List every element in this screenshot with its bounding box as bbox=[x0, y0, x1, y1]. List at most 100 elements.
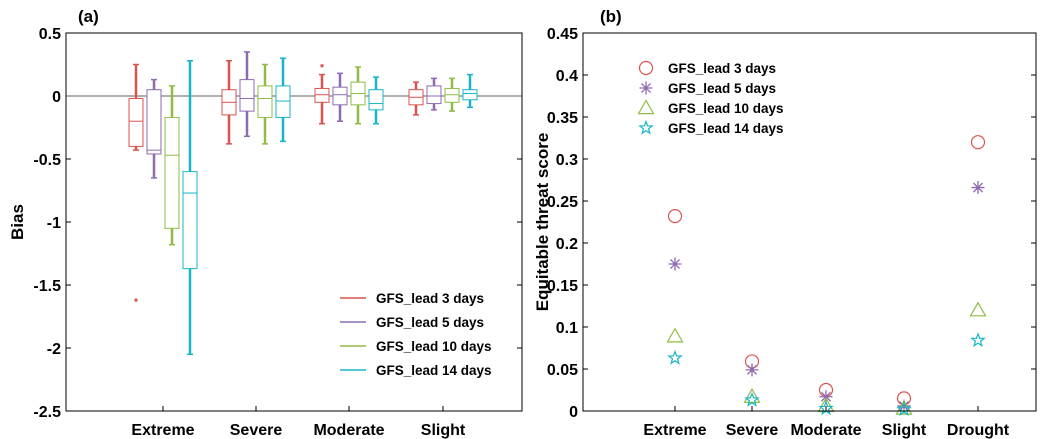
legend-marker bbox=[638, 119, 654, 135]
y-tick-label: 0.35 bbox=[547, 110, 578, 127]
y-tick-label: -1 bbox=[47, 215, 61, 232]
star-shape bbox=[744, 391, 760, 407]
data-point bbox=[668, 257, 682, 271]
data-point bbox=[667, 349, 683, 365]
box bbox=[128, 98, 144, 147]
asterisk-shape bbox=[639, 81, 653, 95]
box bbox=[239, 79, 255, 112]
y-tick-label: 0.4 bbox=[556, 68, 578, 85]
asterisk-shape bbox=[819, 390, 833, 404]
y-tick-label: 0.3 bbox=[556, 152, 578, 169]
x-tick-label: Slight bbox=[882, 422, 927, 439]
asterisk-shape bbox=[668, 257, 682, 271]
y-tick-label: -2.5 bbox=[33, 404, 61, 421]
legend-label: GFS_lead 10 days bbox=[668, 101, 784, 116]
asterisk-shape bbox=[745, 363, 759, 377]
data-point bbox=[969, 301, 987, 317]
y-tick-label: 0.45 bbox=[547, 26, 578, 43]
panel-a-frame bbox=[65, 32, 523, 412]
box bbox=[314, 87, 330, 103]
circle-shape bbox=[970, 135, 986, 150]
data-point bbox=[896, 401, 912, 416]
y-tick-label: 0.25 bbox=[547, 194, 578, 211]
circle-shape bbox=[638, 60, 654, 76]
box bbox=[164, 116, 180, 229]
x-tick-label: Severe bbox=[726, 422, 779, 439]
x-tick-label: Moderate bbox=[313, 422, 384, 439]
data-point bbox=[970, 135, 986, 150]
data-point bbox=[744, 391, 760, 407]
outlier-point bbox=[320, 64, 324, 68]
y-tick-label: 0.05 bbox=[547, 362, 578, 379]
y-tick-label: 0.15 bbox=[547, 278, 578, 295]
panel-b-points bbox=[666, 135, 987, 416]
box bbox=[146, 89, 162, 155]
box bbox=[444, 87, 460, 103]
triangle-shape bbox=[743, 388, 761, 403]
star-shape bbox=[970, 332, 986, 348]
panel-b-label: (b) bbox=[600, 7, 622, 26]
box bbox=[462, 89, 478, 101]
asterisk-shape bbox=[971, 181, 985, 195]
panel-b-y-ticks: 0 0.05 0.1 0.15 0.2 0.25 0.3 0.35 0.4 0.45 bbox=[547, 26, 1036, 421]
box bbox=[368, 89, 384, 111]
data-point bbox=[971, 181, 985, 195]
y-tick-label: 0.2 bbox=[556, 236, 578, 253]
legend-label: GFS_lead 10 days bbox=[376, 339, 492, 354]
x-tick-label: Drought bbox=[947, 422, 1010, 439]
star-shape bbox=[896, 401, 912, 416]
outlier-point bbox=[134, 298, 138, 302]
triangle-shape bbox=[637, 99, 655, 115]
box bbox=[332, 86, 348, 106]
y-tick-label: -0.5 bbox=[33, 152, 61, 169]
star-shape bbox=[638, 119, 654, 135]
legend-marker bbox=[637, 99, 655, 115]
data-point bbox=[819, 390, 833, 404]
panel-a: (a) Bias -2.5 -2 -1.5 -1 -0.5 0 0.5 Extreme Sev… bbox=[8, 7, 523, 439]
legend-marker bbox=[639, 81, 653, 95]
panel-a-label: (a) bbox=[78, 7, 99, 26]
y-tick-label: -1.5 bbox=[33, 278, 61, 295]
legend-label: GFS_lead 14 days bbox=[376, 363, 492, 378]
panel-a-boxplots bbox=[128, 51, 478, 356]
asterisk-shape bbox=[897, 399, 911, 413]
star-shape bbox=[667, 349, 683, 365]
panel-b-y-axis-label: Equitable threat score bbox=[533, 133, 552, 312]
y-tick-label: 0 bbox=[569, 404, 578, 421]
legend-label: GFS_lead 14 days bbox=[668, 121, 784, 136]
legend-label: GFS_lead 5 days bbox=[376, 315, 484, 330]
panel-b: (b) Equitable threat score 00.050.10.150… bbox=[533, 7, 1037, 439]
legend-marker bbox=[638, 60, 654, 76]
x-tick-label: Extreme bbox=[643, 422, 706, 439]
box bbox=[275, 85, 291, 118]
triangle-shape bbox=[666, 327, 684, 343]
box bbox=[257, 85, 273, 118]
x-tick-label: Severe bbox=[230, 422, 283, 439]
panel-a-legend: GFS_lead 3 days GFS_lead 5 days GFS_lead 1… bbox=[340, 291, 492, 378]
y-tick-label: 0.5 bbox=[39, 26, 61, 43]
panel-b-legend: GFS_lead 3 days GFS_lead 5 days GFS_lead 1… bbox=[637, 60, 784, 136]
panel-a-y-axis-label: Bias bbox=[8, 204, 27, 240]
x-tick-label: Extreme bbox=[131, 422, 194, 439]
circle-shape bbox=[667, 209, 683, 224]
panel-a-x-ticks: Extreme Severe Moderate Slight bbox=[131, 406, 466, 439]
box bbox=[426, 85, 442, 105]
legend-label: GFS_lead 3 days bbox=[376, 291, 484, 306]
panel-b-x-ticks: Extreme Severe Moderate Slight Drought bbox=[643, 406, 1010, 439]
data-point bbox=[666, 327, 684, 343]
legend-label: GFS_lead 3 days bbox=[668, 61, 776, 76]
data-point bbox=[970, 332, 986, 348]
data-point bbox=[745, 363, 759, 377]
panel-b-frame bbox=[582, 32, 1037, 412]
triangle-shape bbox=[969, 301, 987, 317]
y-tick-label: 0.1 bbox=[556, 320, 578, 337]
x-tick-label: Moderate bbox=[790, 422, 861, 439]
y-tick-label: -2 bbox=[47, 341, 61, 358]
box bbox=[182, 171, 198, 270]
y-tick-label: 0 bbox=[52, 89, 61, 106]
legend-label: GFS_lead 5 days bbox=[668, 81, 776, 96]
data-point bbox=[743, 388, 761, 403]
x-tick-label: Slight bbox=[421, 422, 466, 439]
panel-a-y-ticks: -2.5 -2 -1.5 -1 -0.5 0 0.5 bbox=[33, 26, 522, 421]
